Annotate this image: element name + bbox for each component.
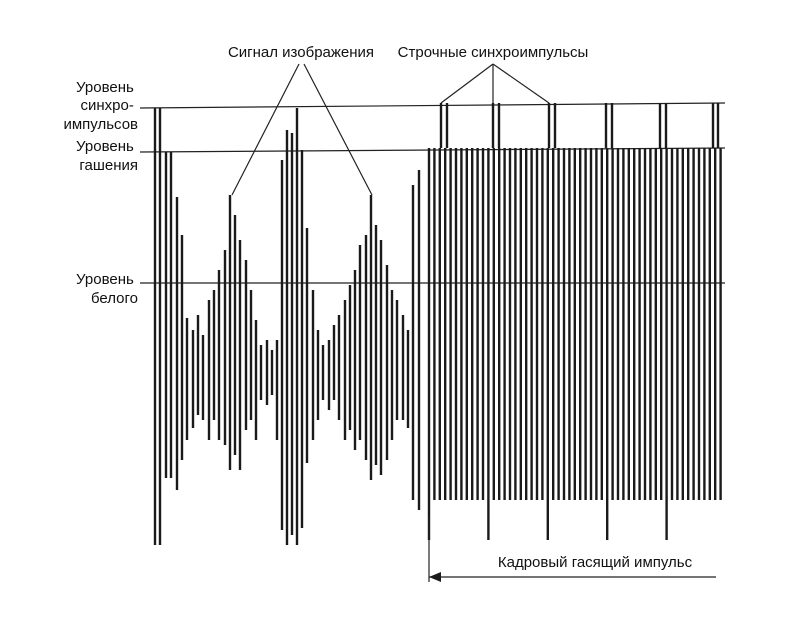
blanking-level-label-line-2: гашения <box>79 157 138 174</box>
image-signal-bars <box>153 108 421 545</box>
blanking-level-label: Уровень гашения <box>76 138 138 174</box>
sync-level-label-line-1: Уровень <box>76 79 134 96</box>
blanking-level-line <box>139 147 726 153</box>
image-signal-leaders <box>231 63 373 196</box>
arrow-head-icon <box>429 572 441 582</box>
level-lines <box>139 102 726 284</box>
frame-blanking-label: Кадровый гасящий импульс <box>498 554 693 571</box>
image-signal-label: Сигнал изображения <box>228 44 374 61</box>
sync-level-label-line-2: синхро- <box>80 97 133 114</box>
line-sync-leaders <box>440 63 550 104</box>
line-sync-pulses-label: Строчные синхроимпульсы <box>398 44 589 61</box>
white-level-label-line-2: белого <box>91 290 138 307</box>
blanking-level-label-line-1: Уровень <box>76 138 134 155</box>
white-level-label: Уровень белого <box>76 271 138 307</box>
line-sync-bars <box>439 103 720 148</box>
frame-blanking-arrow <box>428 515 716 582</box>
white-level-label-line-1: Уровень <box>76 271 134 288</box>
sync-level-line <box>139 102 726 109</box>
sync-level-label-line-3: импульсов <box>63 116 138 133</box>
sync-level-label: Уровень синхро- импульсов <box>63 79 138 133</box>
frame-blanking-bars <box>427 148 722 540</box>
